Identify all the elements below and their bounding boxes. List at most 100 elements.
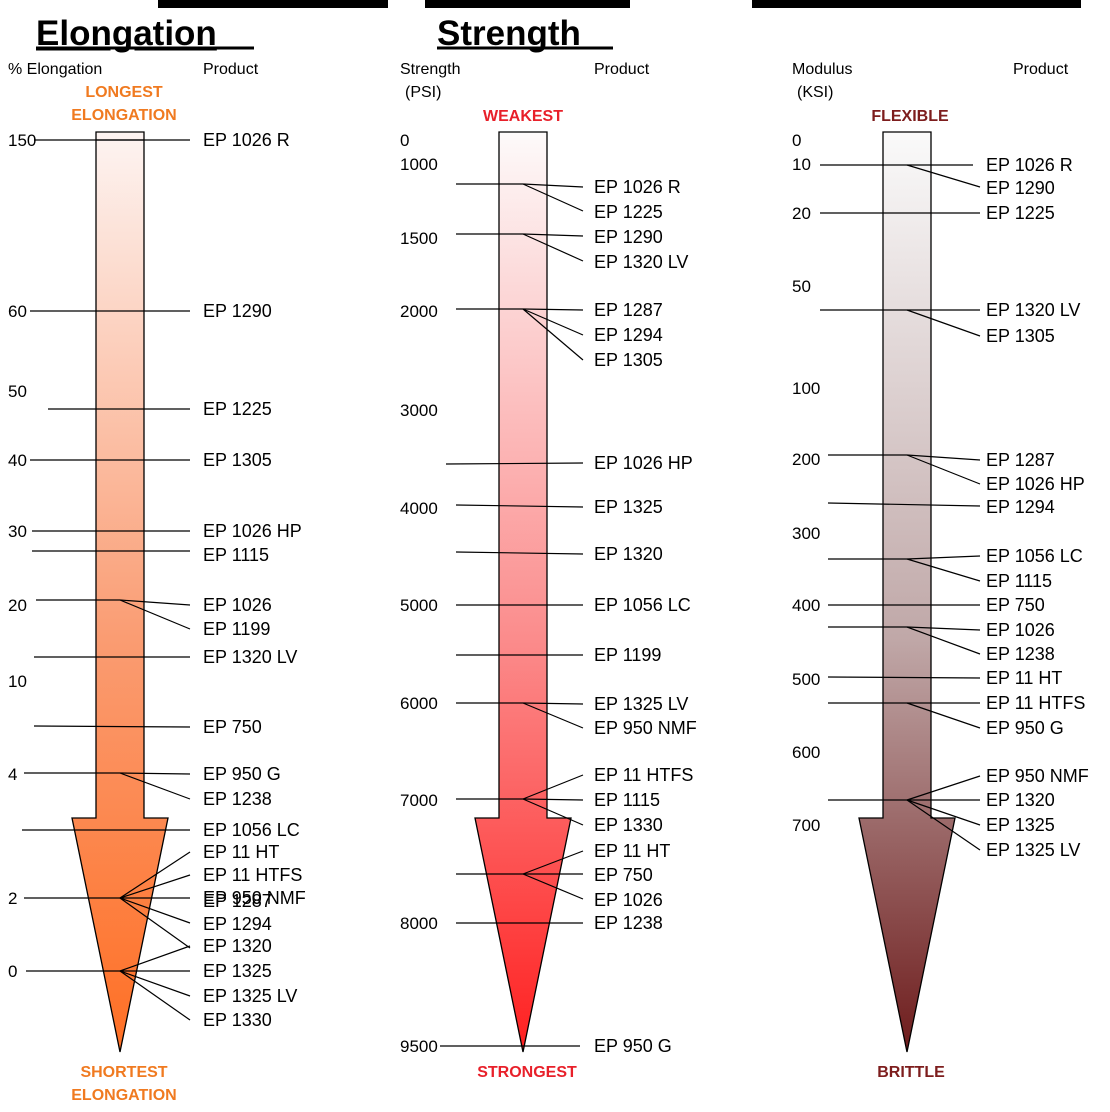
product-label: EP 1238 [203,789,272,809]
product-label: EP 1238 [594,913,663,933]
tick-label: 40 [8,451,27,470]
product-label: EP 1056 LC [203,820,300,840]
tick-label: 6000 [400,694,438,713]
connector [119,772,191,775]
product-label: EP 1325 LV [203,986,297,1006]
connector [522,183,584,188]
axis-unit: (KSI) [797,84,833,101]
product-header: Product [203,61,259,78]
product-label: EP 1294 [594,325,663,345]
product-list: EP 1026 R EP 1225 EP 1290 EP 1320 LV EP … [594,177,697,1056]
tick-label: 1500 [400,229,438,248]
product-label: EP 11 HTFS [594,765,693,785]
product-label: EP 1320 [203,936,272,956]
tick-label: 150 [8,131,36,150]
product-label: EP 1320 LV [203,647,297,667]
tick-label: 0 [8,962,17,981]
product-label: EP 1325 [203,961,272,981]
connector-lines [440,183,584,1047]
tick-label: 400 [792,596,820,615]
top-label: FLEXIBLE [871,108,949,125]
product-label: EP 1287 [203,891,272,911]
bottom-label: BRITTLE [877,1064,945,1081]
product-label: EP 1330 [203,1010,272,1030]
product-label: EP 1225 [594,202,663,222]
tick-label: 2000 [400,302,438,321]
product-label: EP 1026 R [594,177,681,197]
product-label: EP 950 NMF [203,888,306,908]
product-header: Product [594,61,650,78]
tick-label: 50 [792,277,811,296]
bottom-label: SHORTEST [80,1064,167,1081]
connector [119,897,191,924]
tick-label: 0 [792,131,801,150]
connector [522,873,584,900]
product-label: EP 1320 [594,544,663,564]
connector [455,551,584,555]
connector [522,233,584,237]
top-label: WEAKEST [483,108,563,125]
axis-label: Strength [400,61,460,78]
product-label: EP 1026 [594,890,663,910]
product-label: EP 1199 [203,619,270,639]
tick-label: 700 [792,816,820,835]
product-label: EP 1330 [594,815,663,835]
gradient-arrow [474,131,572,1053]
product-label: EP 1290 [203,301,272,321]
connector [906,626,981,655]
product-label: EP 1225 [986,203,1055,223]
panel-modulus: Modulus (KSI) Product FLEXIBLE 0 10 20 5… [792,61,1089,1081]
tick-label: 8000 [400,914,438,933]
product-label: EP 1199 [594,645,661,665]
connector [522,308,584,361]
product-label: EP 1320 LV [986,300,1080,320]
product-label: EP 1320 LV [594,252,688,272]
product-label: EP 11 HT [203,842,279,862]
product-label: EP 1294 [203,914,272,934]
product-label: EP 1056 LC [594,595,691,615]
tick-label: 20 [8,596,27,615]
axis-label: Modulus [792,61,852,78]
product-label: EP 1305 [203,450,272,470]
product-label: EP 11 HTFS [986,693,1085,713]
tick-label: 200 [792,450,820,469]
tick-label: 7000 [400,791,438,810]
connector [522,308,584,336]
product-label: EP 1115 [986,571,1052,591]
product-label: EP 1026 R [203,130,290,150]
header-bar [425,0,630,8]
connector [33,725,191,728]
product-label: EP 1290 [594,227,663,247]
connector [119,772,191,800]
product-label: EP 1115 [203,545,269,565]
gradient-arrow [71,131,169,1053]
tick-label: 60 [8,302,27,321]
connector [906,558,981,582]
tick-label: 5000 [400,596,438,615]
connector [906,454,981,461]
product-label: EP 950 G [986,718,1064,738]
connector [906,164,981,188]
tick-label: 4000 [400,499,438,518]
product-label: EP 1305 [986,326,1055,346]
product-label: EP 1287 [986,450,1055,470]
product-label: EP 1325 LV [594,694,688,714]
product-label: EP 1026 [203,595,272,615]
connector [445,462,584,465]
connector [522,850,584,875]
connector [119,970,191,997]
product-label: EP 1238 [986,644,1055,664]
connector [522,774,584,800]
product-label: EP 1026 [986,620,1055,640]
product-label: EP 1225 [203,399,272,419]
product-list: EP 1026 R EP 1290 EP 1225 EP 1320 LV EP … [986,155,1089,860]
product-list: EP 1026 R EP 1290 EP 1225 EP 1305 EP 102… [203,130,306,1030]
product-label: EP 1325 [594,497,663,517]
product-header: Product [1013,61,1069,78]
tick-label: 500 [792,670,820,689]
product-label: EP 1026 HP [203,521,302,541]
product-label: EP 1026 HP [986,474,1085,494]
connector [906,555,981,560]
product-label: EP 1325 LV [986,840,1080,860]
